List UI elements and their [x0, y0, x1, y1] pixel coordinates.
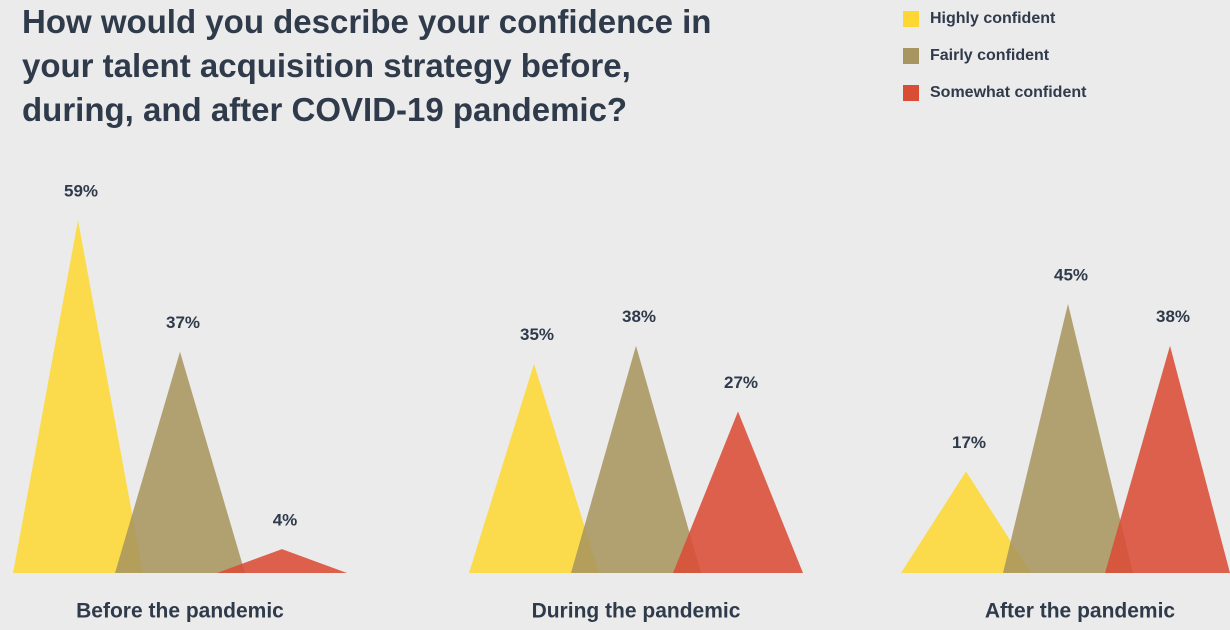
- value-label: 27%: [724, 373, 758, 392]
- value-label: 38%: [1156, 307, 1190, 326]
- triangle-bar: [1105, 345, 1230, 573]
- value-label: 35%: [520, 325, 554, 344]
- value-label: 45%: [1054, 265, 1088, 284]
- triangle-bar: [1003, 303, 1133, 573]
- chart-title: How would you describe your confidence i…: [22, 3, 712, 128]
- triangle-bar: [115, 351, 245, 573]
- value-label: 37%: [166, 313, 200, 332]
- triangle-bar: [901, 471, 1031, 573]
- triangle-bar: [673, 411, 803, 573]
- triangle-bar: [13, 220, 143, 573]
- value-label: 38%: [622, 307, 656, 326]
- category-label: After the pandemic: [985, 600, 1176, 623]
- legend-label: Fairly confident: [930, 47, 1050, 64]
- category-label: During the pandemic: [532, 600, 741, 623]
- triangle-bar: [469, 363, 599, 573]
- value-label: 59%: [64, 182, 98, 201]
- legend-swatch: [903, 85, 919, 101]
- legend-label: Highly confident: [930, 10, 1056, 27]
- legend-swatch: [903, 11, 919, 27]
- legend-label: Somewhat confident: [930, 84, 1087, 101]
- triangle-bar: [217, 549, 347, 573]
- value-label: 4%: [273, 511, 298, 530]
- value-label: 17%: [952, 433, 986, 452]
- triangle-bar: [571, 345, 701, 573]
- category-label: Before the pandemic: [76, 600, 284, 623]
- legend-swatch: [903, 48, 919, 64]
